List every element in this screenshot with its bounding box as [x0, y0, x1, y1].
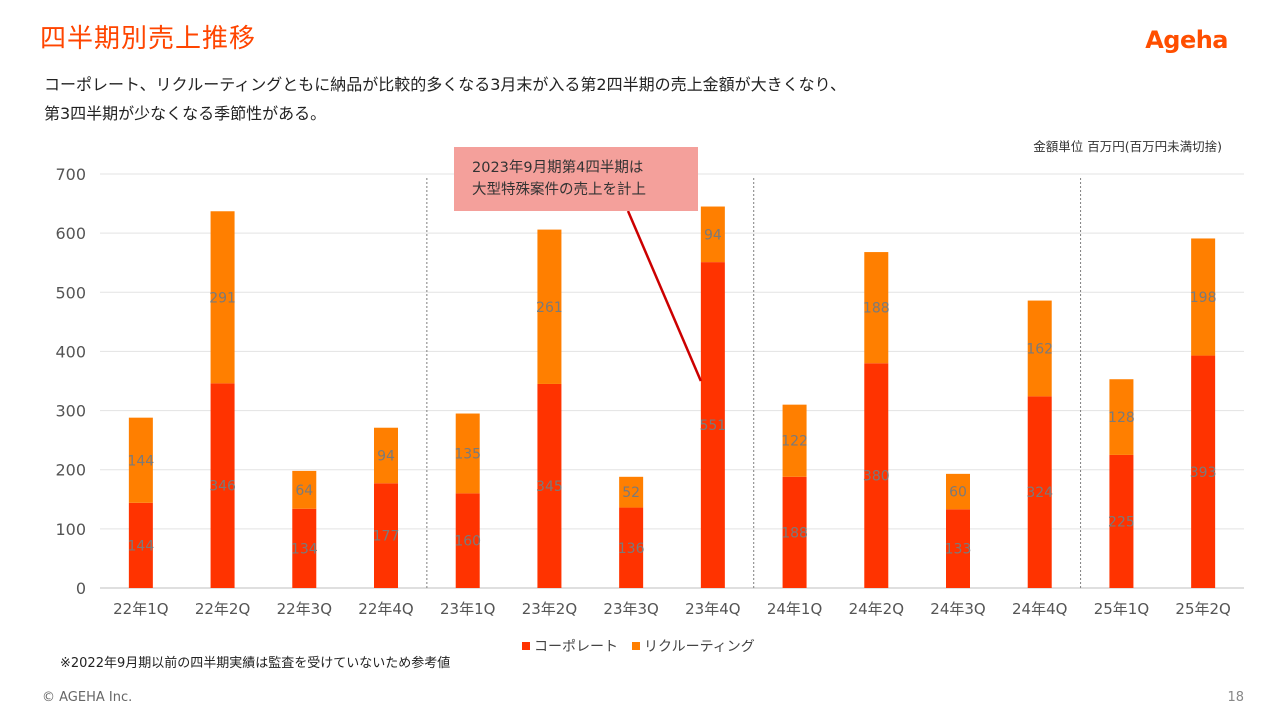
- data-label-corporate: 393: [1190, 465, 1217, 481]
- callout-pointer: [626, 210, 703, 382]
- bar-recruiting: [864, 252, 889, 364]
- bar-corporate: [292, 508, 317, 588]
- data-label-recruiting: 188: [863, 301, 890, 317]
- x-tick-label: 23年3Q: [603, 600, 658, 618]
- bar-recruiting: [455, 413, 480, 494]
- bar-corporate: [1109, 454, 1134, 588]
- data-label-corporate: 160: [454, 534, 481, 550]
- bar-corporate: [864, 363, 889, 588]
- x-tick-label: 22年4Q: [358, 600, 413, 618]
- chart-legend: コーポレート リクルーティング: [522, 636, 755, 656]
- x-tick-label: 25年2Q: [1175, 600, 1230, 618]
- x-tick-label: 22年2Q: [195, 600, 250, 618]
- bar-corporate: [619, 507, 644, 588]
- bar-recruiting: [292, 470, 317, 509]
- x-tick-label: 24年3Q: [930, 600, 985, 618]
- data-label-corporate: 345: [536, 479, 563, 495]
- y-tick-label: 300: [55, 402, 86, 421]
- bar-recruiting: [210, 211, 235, 384]
- x-tick-label: 23年1Q: [440, 600, 495, 618]
- bar-recruiting: [782, 404, 807, 477]
- x-tick-label: 23年2Q: [522, 600, 577, 618]
- data-label-recruiting: 122: [781, 434, 808, 450]
- bar-corporate: [700, 262, 725, 588]
- x-tick-label: 24年4Q: [1012, 600, 1067, 618]
- data-label-recruiting: 135: [454, 446, 481, 462]
- footnote: ※2022年9月期以前の四半期実績は監査を受けていないため参考値: [60, 656, 451, 671]
- bar-recruiting: [700, 206, 725, 263]
- callout-line-1: 2023年9月期第4四半期は: [472, 160, 644, 176]
- legend-label-corporate: コーポレート: [534, 639, 618, 655]
- y-tick-label: 500: [55, 283, 86, 302]
- slide-title: 四半期別売上推移: [40, 24, 257, 54]
- data-label-recruiting: 144: [127, 453, 154, 469]
- bar-recruiting: [1109, 379, 1134, 455]
- bar-recruiting: [1027, 300, 1052, 397]
- data-label-corporate: 188: [781, 525, 808, 541]
- data-label-recruiting: 291: [209, 290, 236, 306]
- data-label-corporate: 324: [1026, 485, 1053, 501]
- bar-corporate: [782, 476, 807, 588]
- x-tick-label: 22年1Q: [113, 600, 168, 618]
- bar-corporate: [1027, 396, 1052, 588]
- ageha-logo: Ageha: [1145, 26, 1228, 54]
- data-label-corporate: 380: [863, 469, 890, 485]
- annotation-callout: 2023年9月期第4四半期は 大型特殊案件の売上を計上: [454, 147, 698, 211]
- bar-recruiting: [946, 473, 970, 510]
- data-label-corporate: 136: [618, 541, 645, 557]
- y-tick-label: 100: [55, 520, 86, 539]
- y-tick-label: 200: [55, 461, 86, 480]
- y-tick-label: 600: [55, 224, 86, 243]
- y-tick-label: 0: [76, 579, 86, 598]
- legend-item-corporate: コーポレート: [522, 636, 618, 656]
- data-label-recruiting: 94: [377, 449, 395, 465]
- y-tick-label: 400: [55, 342, 86, 361]
- data-label-recruiting: 261: [536, 300, 563, 316]
- bar-recruiting: [537, 229, 562, 384]
- copyright: © AGEHA Inc.: [42, 690, 133, 705]
- callout-line-2: 大型特殊案件の売上を計上: [472, 182, 646, 198]
- data-label-corporate: 225: [1108, 514, 1135, 530]
- lead-text: コーポレート、リクルーティングともに納品が比較的多くなる3月末が入る第2四半期の…: [44, 70, 1044, 128]
- bar-corporate: [128, 502, 153, 588]
- bar-corporate: [1191, 355, 1216, 588]
- x-tick-label: 23年4Q: [685, 600, 740, 618]
- bar-recruiting: [619, 476, 644, 508]
- data-label-recruiting: 94: [704, 227, 722, 243]
- data-label-corporate: 133: [945, 542, 972, 558]
- bar-corporate: [374, 483, 398, 588]
- x-tick-label: 24年1Q: [767, 600, 822, 618]
- bar-recruiting: [128, 417, 153, 503]
- data-label-corporate: 134: [291, 541, 318, 557]
- legend-swatch-recruiting: [632, 642, 640, 650]
- legend-label-recruiting: リクルーティング: [644, 639, 755, 655]
- data-label-corporate: 346: [209, 479, 236, 495]
- unit-note: 金額単位 百万円(百万円未満切捨): [1033, 139, 1222, 154]
- y-tick-label: 700: [55, 165, 86, 184]
- bar-corporate: [946, 509, 970, 588]
- legend-swatch-corporate: [522, 642, 530, 650]
- lead-line-1: コーポレート、リクルーティングともに納品が比較的多くなる3月末が入る第2四半期の…: [44, 75, 846, 94]
- x-tick-label: 24年2Q: [849, 600, 904, 618]
- data-label-recruiting: 198: [1190, 290, 1217, 306]
- x-tick-label: 22年3Q: [277, 600, 332, 618]
- bar-recruiting: [1191, 238, 1216, 356]
- data-label-recruiting: 128: [1108, 410, 1135, 426]
- data-label-corporate: 144: [127, 538, 154, 554]
- legend-item-recruiting: リクルーティング: [632, 636, 755, 656]
- data-label-recruiting: 162: [1026, 341, 1053, 357]
- page-number: 18: [1227, 690, 1244, 705]
- data-label-corporate: 177: [373, 529, 400, 545]
- bar-recruiting: [374, 427, 398, 484]
- lead-line-2: 第3四半期が少なくなる季節性がある。: [44, 104, 327, 123]
- x-tick-label: 25年1Q: [1094, 600, 1149, 618]
- bar-corporate: [455, 493, 480, 588]
- data-label-recruiting: 64: [295, 483, 313, 499]
- bar-corporate: [537, 383, 562, 588]
- data-label-recruiting: 60: [949, 485, 967, 501]
- bar-corporate: [210, 383, 235, 588]
- data-label-recruiting: 52: [622, 485, 640, 501]
- data-label-corporate: 551: [699, 418, 726, 434]
